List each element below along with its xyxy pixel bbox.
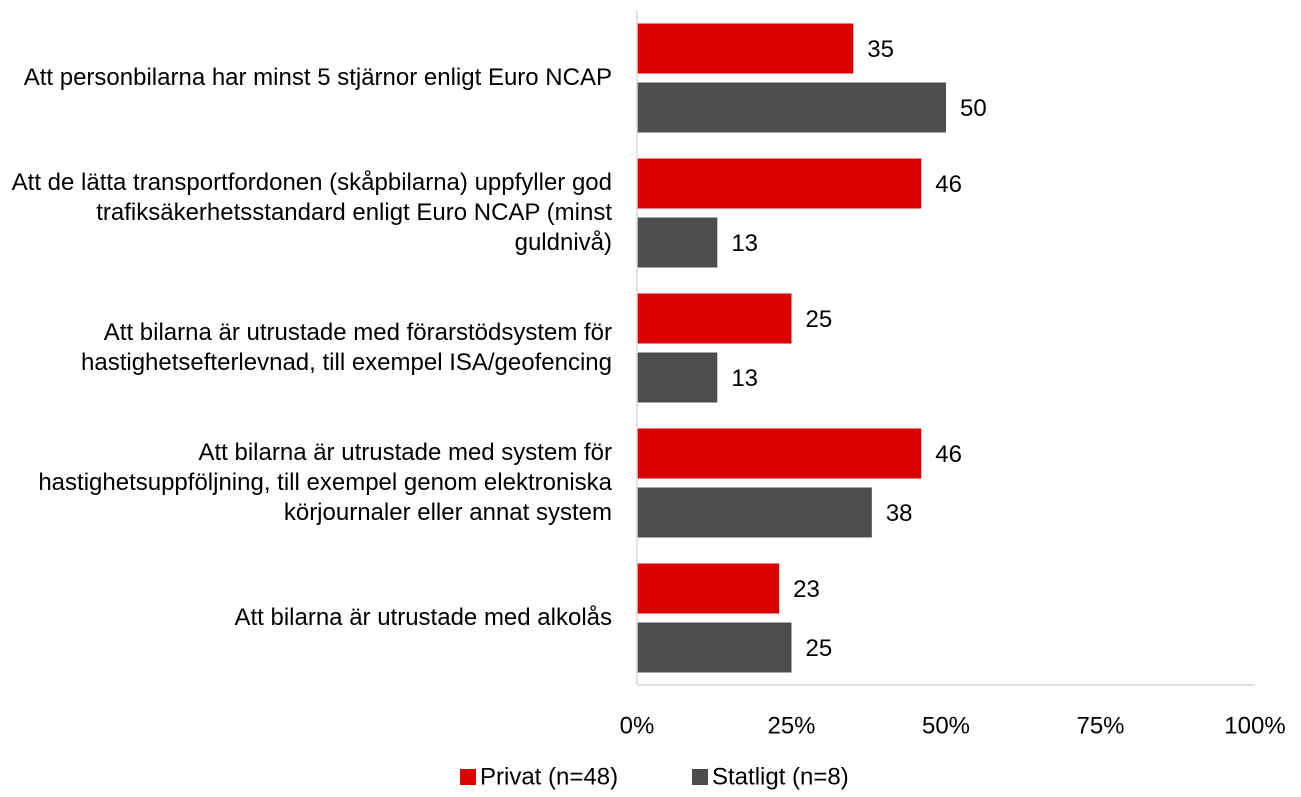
- legend-label: Privat (n=48): [480, 763, 618, 790]
- y-tick-label: Att bilarna är utrustade med alkolås: [234, 603, 612, 631]
- data-label: 46: [935, 171, 962, 198]
- data-label: 13: [731, 230, 758, 257]
- data-label: 23: [793, 576, 820, 603]
- x-tick-label: 25%: [767, 712, 815, 739]
- x-tick-label: 100%: [1224, 712, 1285, 739]
- legend-swatch: [460, 769, 476, 785]
- data-label: 25: [806, 306, 833, 333]
- legend-label: Statligt (n=8): [712, 763, 849, 790]
- data-label: 38: [886, 500, 913, 527]
- legend-swatch: [692, 769, 708, 785]
- bar: [637, 82, 946, 133]
- bar: [637, 293, 792, 344]
- bar: [637, 487, 872, 538]
- bar: [637, 563, 780, 614]
- bar: [637, 622, 792, 673]
- data-label: 25: [806, 635, 833, 662]
- bar: [637, 428, 922, 479]
- y-tick-label: Att personbilarna har minst 5 stjärnor e…: [23, 63, 612, 91]
- bar: [637, 23, 854, 74]
- x-tick-label: 0%: [620, 712, 655, 739]
- x-tick-label: 75%: [1076, 712, 1124, 739]
- bar: [637, 352, 718, 403]
- x-tick-label: 50%: [922, 712, 970, 739]
- bar: [637, 217, 718, 268]
- data-label: 35: [867, 36, 894, 63]
- data-label: 50: [960, 95, 987, 122]
- y-tick-label: Att bilarna är utrustade med förarstödsy…: [81, 318, 612, 376]
- bar: [637, 158, 922, 209]
- y-tick-label: Att bilarna är utrustade med system för …: [38, 438, 612, 526]
- data-label: 13: [731, 365, 758, 392]
- data-label: 46: [935, 441, 962, 468]
- y-tick-label: Att de lätta transportfordonen (skåpbila…: [11, 168, 612, 256]
